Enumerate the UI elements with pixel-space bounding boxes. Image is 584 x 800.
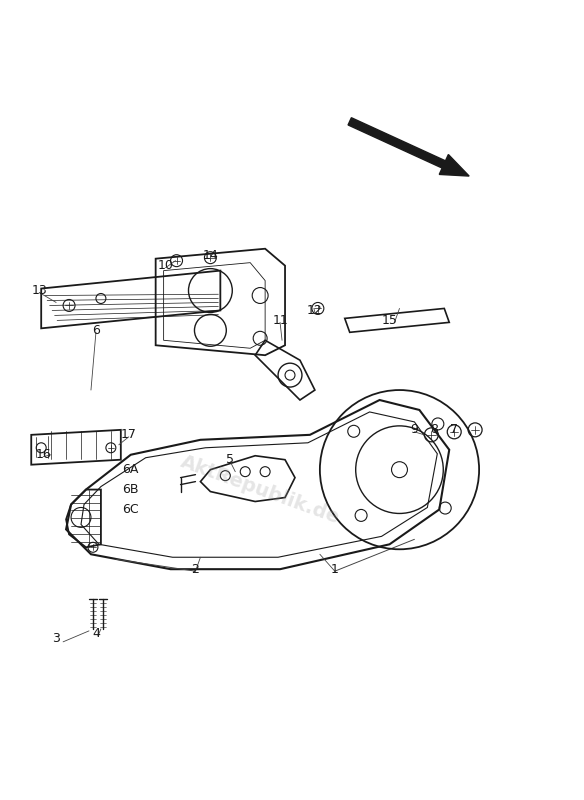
Text: 5: 5 (226, 454, 234, 466)
Text: 3: 3 (52, 632, 60, 646)
Text: 6C: 6C (123, 503, 139, 516)
FancyArrow shape (348, 118, 469, 176)
Text: 17: 17 (121, 428, 137, 442)
Text: 11: 11 (272, 314, 288, 327)
Text: 10: 10 (158, 259, 173, 272)
Text: 4: 4 (92, 627, 100, 640)
Text: 15: 15 (381, 314, 398, 327)
Text: 12: 12 (307, 304, 323, 317)
Text: 8: 8 (430, 423, 439, 436)
Text: 6: 6 (92, 324, 100, 337)
Text: 13: 13 (32, 284, 47, 297)
Text: 16: 16 (35, 448, 51, 462)
Text: 7: 7 (450, 423, 458, 436)
Text: 2: 2 (192, 562, 199, 576)
Text: 6A: 6A (123, 463, 139, 476)
Text: 14: 14 (203, 249, 218, 262)
Text: 1: 1 (331, 562, 339, 576)
Text: 6B: 6B (123, 483, 139, 496)
Text: AktRepublik.de: AktRepublik.de (178, 452, 342, 527)
Text: 9: 9 (411, 423, 418, 436)
